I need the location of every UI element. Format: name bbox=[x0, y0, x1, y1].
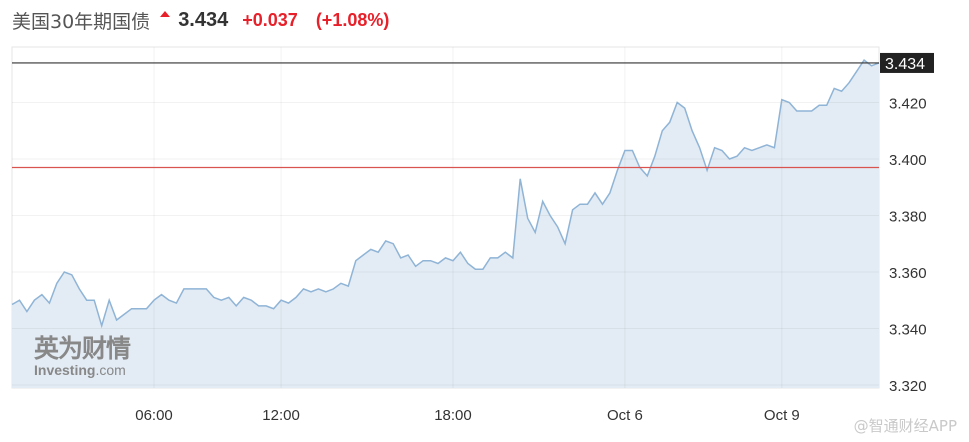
up-arrow-icon bbox=[160, 11, 171, 17]
logo-en-bold: Investing bbox=[34, 362, 96, 378]
series-line bbox=[11, 59, 880, 329]
last-price: 3.434 bbox=[178, 8, 229, 31]
quote-header: 美国30年期国债 3.434 +0.037 (+1.08%) bbox=[12, 6, 389, 34]
current-value-badge bbox=[880, 52, 934, 73]
x-tick-label: 18:00 bbox=[434, 407, 472, 424]
price-change-percent: (+1.08%) bbox=[315, 9, 390, 30]
x-tick-label: 06:00 bbox=[135, 407, 173, 424]
x-tick-label: 12:00 bbox=[262, 407, 300, 424]
y-tick-label: 3.380 bbox=[889, 209, 927, 226]
y-tick-label: 3.400 bbox=[889, 152, 927, 169]
y-tick-label: 3.420 bbox=[889, 96, 927, 113]
price-change: +0.037 bbox=[242, 9, 298, 30]
logo-en-light: .com bbox=[95, 362, 126, 378]
logo-cn: 英为财情 bbox=[34, 334, 131, 363]
y-tick-label: 3.320 bbox=[889, 378, 927, 395]
instrument-title: 美国30年期国债 bbox=[12, 10, 151, 33]
y-tick-label: 3.360 bbox=[889, 265, 927, 282]
x-tick-label: Oct 9 bbox=[764, 407, 800, 424]
investing-logo: 英为财情 Investing.com bbox=[34, 334, 131, 378]
x-tick-label: Oct 6 bbox=[607, 407, 643, 424]
current-value-label: 3.434 bbox=[885, 56, 925, 73]
y-tick-label: 3.340 bbox=[889, 322, 927, 339]
watermark: @智通财经APP bbox=[853, 417, 957, 435]
area-fill bbox=[12, 60, 879, 388]
